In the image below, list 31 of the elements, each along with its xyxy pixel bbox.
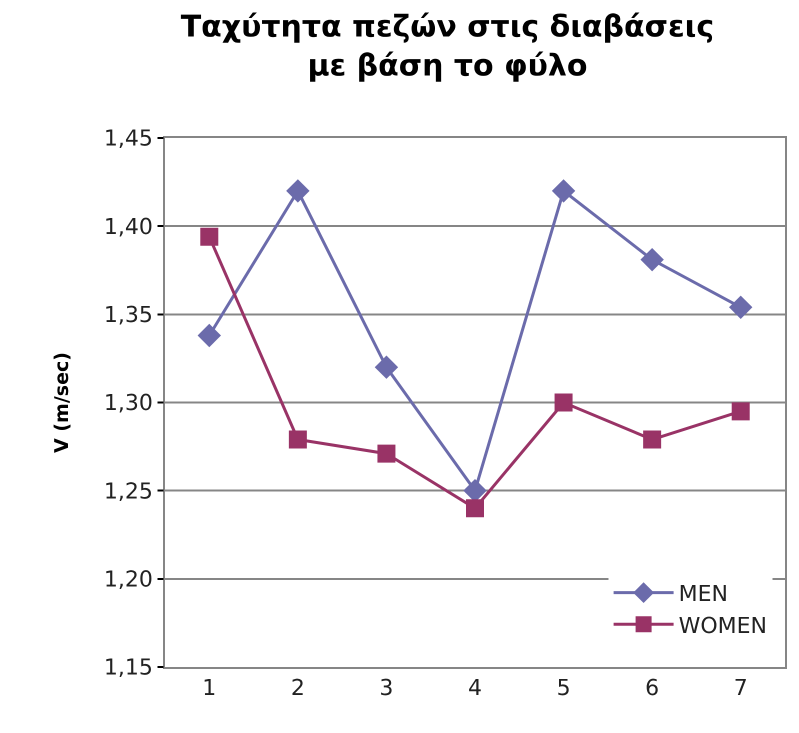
point [288,430,307,449]
y-tick-label: 1,25 [104,479,153,504]
point [643,430,662,449]
point [466,499,484,518]
y-tick-label: 1,35 [104,303,153,328]
x-tick-label: 7 [734,676,748,702]
point [374,356,398,379]
x-tick-label: 2 [290,676,305,702]
point [554,394,573,412]
x-tick-label: 6 [645,676,660,702]
y-tick-label: 1,30 [104,391,153,416]
point [640,248,664,272]
y-tick-label: 1,40 [104,214,153,240]
y-tick-label: 1,20 [104,568,153,593]
point [729,296,752,319]
chart-title: Ταχύτητα πεζών στις διαβάσεις με βάση το φύλο [180,10,714,84]
x-tick-label: 4 [468,676,482,702]
point [377,444,396,463]
y-axis-title: V (m/sec) [51,352,74,453]
y-tick-label: 1,45 [104,126,153,152]
x-tick-label: 3 [379,676,394,702]
point [552,179,576,203]
point [200,228,218,246]
point [732,402,750,420]
legend-label: MEN [678,582,728,608]
point [286,179,310,203]
x-tick-label: 5 [556,676,571,702]
x-tick-label: 1 [202,676,216,702]
y-tick-label: 1,15 [104,656,153,681]
point [198,324,221,348]
legend-label: WOMEN [678,614,768,639]
